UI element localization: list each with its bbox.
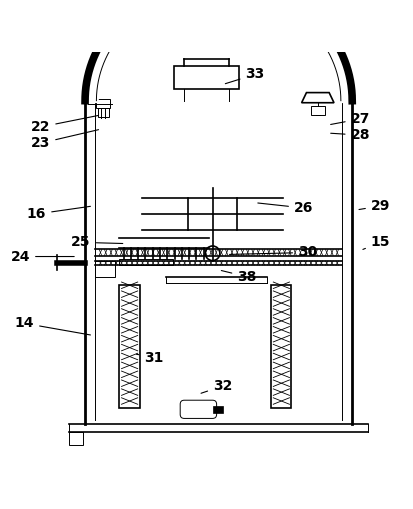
Text: 28: 28 [331,128,370,142]
Text: 16: 16 [27,206,90,221]
Bar [69,432,83,445]
Bar [95,261,116,277]
Text: 24: 24 [11,249,74,264]
Text: 30: 30 [230,245,317,260]
Bar [174,66,239,89]
Text: 15: 15 [363,235,390,249]
Bar [119,285,140,408]
Bar [311,106,325,115]
Bar [271,285,292,408]
Text: 22: 22 [31,116,99,134]
Text: 29: 29 [359,199,390,213]
Bar [119,259,173,265]
Text: 38: 38 [221,270,256,284]
Bar [213,406,223,413]
Text: 14: 14 [14,316,90,335]
Bar [97,108,109,117]
Text: 23: 23 [31,130,99,150]
Text: 27: 27 [331,112,370,126]
Text: 25: 25 [71,235,123,249]
Text: 26: 26 [258,201,313,215]
Bar [96,99,110,108]
Text: 31: 31 [136,351,164,365]
Text: 33: 33 [225,67,265,83]
Text: 32: 32 [201,379,233,393]
